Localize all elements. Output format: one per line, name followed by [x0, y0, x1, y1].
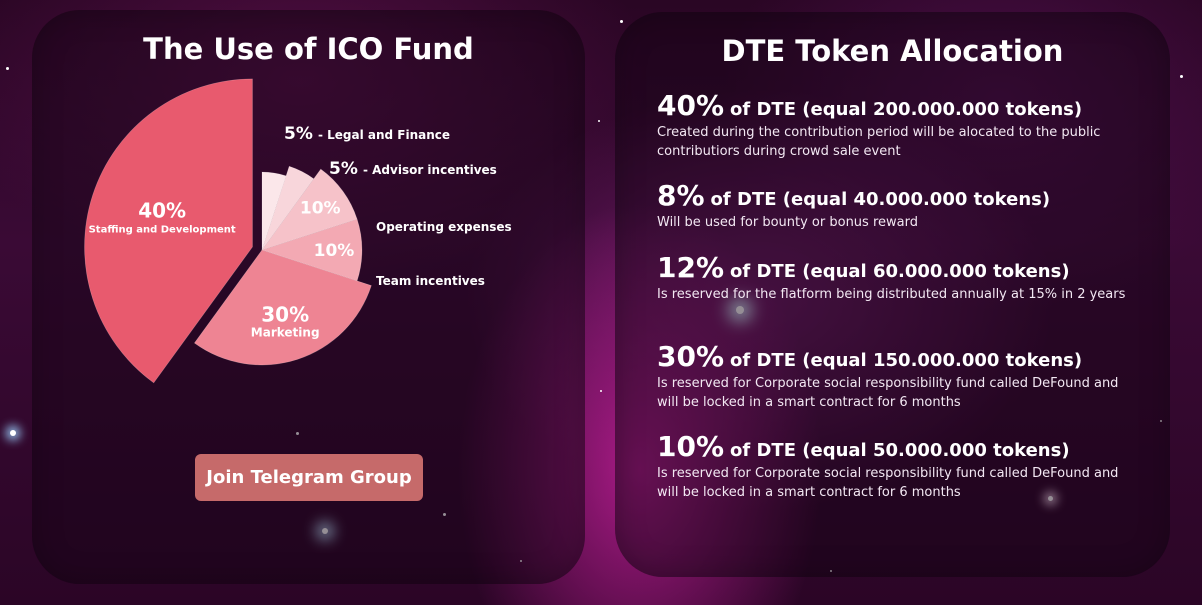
star [322, 528, 328, 534]
allocation-headline: of DTE (equal 40.000.000 tokens) [710, 189, 1051, 210]
allocation-item: 30% of DTE (equal 150.000.000 tokens) Is … [657, 343, 1127, 412]
star [520, 560, 522, 562]
star [296, 432, 299, 435]
pie-category-label: Staffing and Development [89, 225, 236, 236]
callout-team: Team incentives [376, 270, 485, 289]
star [10, 430, 16, 436]
pie-category-label: Marketing [251, 325, 320, 339]
star [443, 513, 446, 516]
pie-percent-label: 40% [138, 199, 186, 223]
pie-slice-operating-expenses [261, 168, 358, 251]
callout-team-text: Team incentives [376, 274, 485, 288]
callout-operating: Operating expenses [376, 216, 512, 235]
star [830, 570, 832, 572]
star [736, 306, 744, 314]
pie-slice-staffing-and-development [84, 78, 253, 384]
allocation-percent: 30% [657, 340, 725, 373]
allocation-percent: 40% [657, 89, 725, 122]
pie-slice-legal-and-finance [261, 171, 287, 251]
callout-legal-text: - Legal and Finance [317, 128, 451, 142]
pie-slice-marketing [193, 249, 372, 366]
allocation-headline: of DTE (equal 150.000.000 tokens) [730, 350, 1083, 371]
allocation-headline: of DTE (equal 60.000.000 tokens) [730, 261, 1070, 282]
callout-advisor-percent: 5% [329, 159, 358, 179]
allocation-percent: 12% [657, 251, 725, 284]
callout-legal-finance: 5% - Legal and Finance [284, 124, 450, 144]
star [620, 20, 623, 23]
ico-fund-pie-chart: 10% 10% 30%Marketing 40% Staffing and Develo… [84, 78, 372, 384]
join-telegram-button[interactable]: Join Telegram Group [195, 454, 423, 501]
allocation-description: Is reserved for the flatform being distr… [657, 287, 1126, 302]
allocation-item: 40% of DTE (equal 200.000.000 tokens) Cre… [657, 92, 1127, 161]
star [598, 120, 600, 122]
allocation-description: Created during the contribution period w… [657, 125, 1101, 159]
pie-slice-advisor-incentives [261, 165, 315, 251]
ico-fund-panel: The Use of ICO Fund 10% 10% 30% Marketing 40… [32, 10, 585, 584]
allocation-item: 8% of DTE (equal 40.000.000 tokens) Will … [657, 182, 1127, 232]
allocation-headline: of DTE (equal 200.000.000 tokens) [730, 99, 1083, 120]
callout-advisor: 5% - Advisor incentives [329, 159, 497, 179]
star [1048, 496, 1053, 501]
star [1160, 420, 1162, 422]
pie-percent-label: 30% [261, 302, 309, 326]
star [6, 67, 9, 70]
allocation-item: 12% of DTE (equal 60.000.000 tokens) Is r… [657, 254, 1127, 304]
allocation-item: 10% of DTE (equal 50.000.000 tokens) Is r… [657, 433, 1127, 502]
callout-legal-percent: 5% [284, 124, 313, 144]
callout-operating-text: Operating expenses [376, 220, 512, 234]
star [1180, 75, 1183, 78]
allocation-headline: of DTE (equal 50.000.000 tokens) [730, 440, 1070, 461]
pie-percent-label: 10% [314, 241, 355, 261]
allocation-description: Is reserved for Corporate social respons… [657, 466, 1119, 500]
allocation-description: Is reserved for Corporate social respons… [657, 376, 1119, 410]
ico-fund-title: The Use of ICO Fund [143, 32, 474, 66]
callout-advisor-text: - Advisor incentives [362, 163, 497, 177]
pie-slice-team-incentives [261, 218, 363, 282]
token-allocation-panel: DTE Token Allocation 40% of DTE (equal 20… [615, 12, 1170, 577]
allocation-percent: 10% [657, 430, 725, 463]
star [600, 390, 602, 392]
allocation-description: Will be used for bounty or bonus reward [657, 215, 918, 230]
pie-percent-label: 10% [300, 199, 341, 219]
token-allocation-title: DTE Token Allocation [721, 34, 1064, 68]
allocation-percent: 8% [657, 179, 705, 212]
